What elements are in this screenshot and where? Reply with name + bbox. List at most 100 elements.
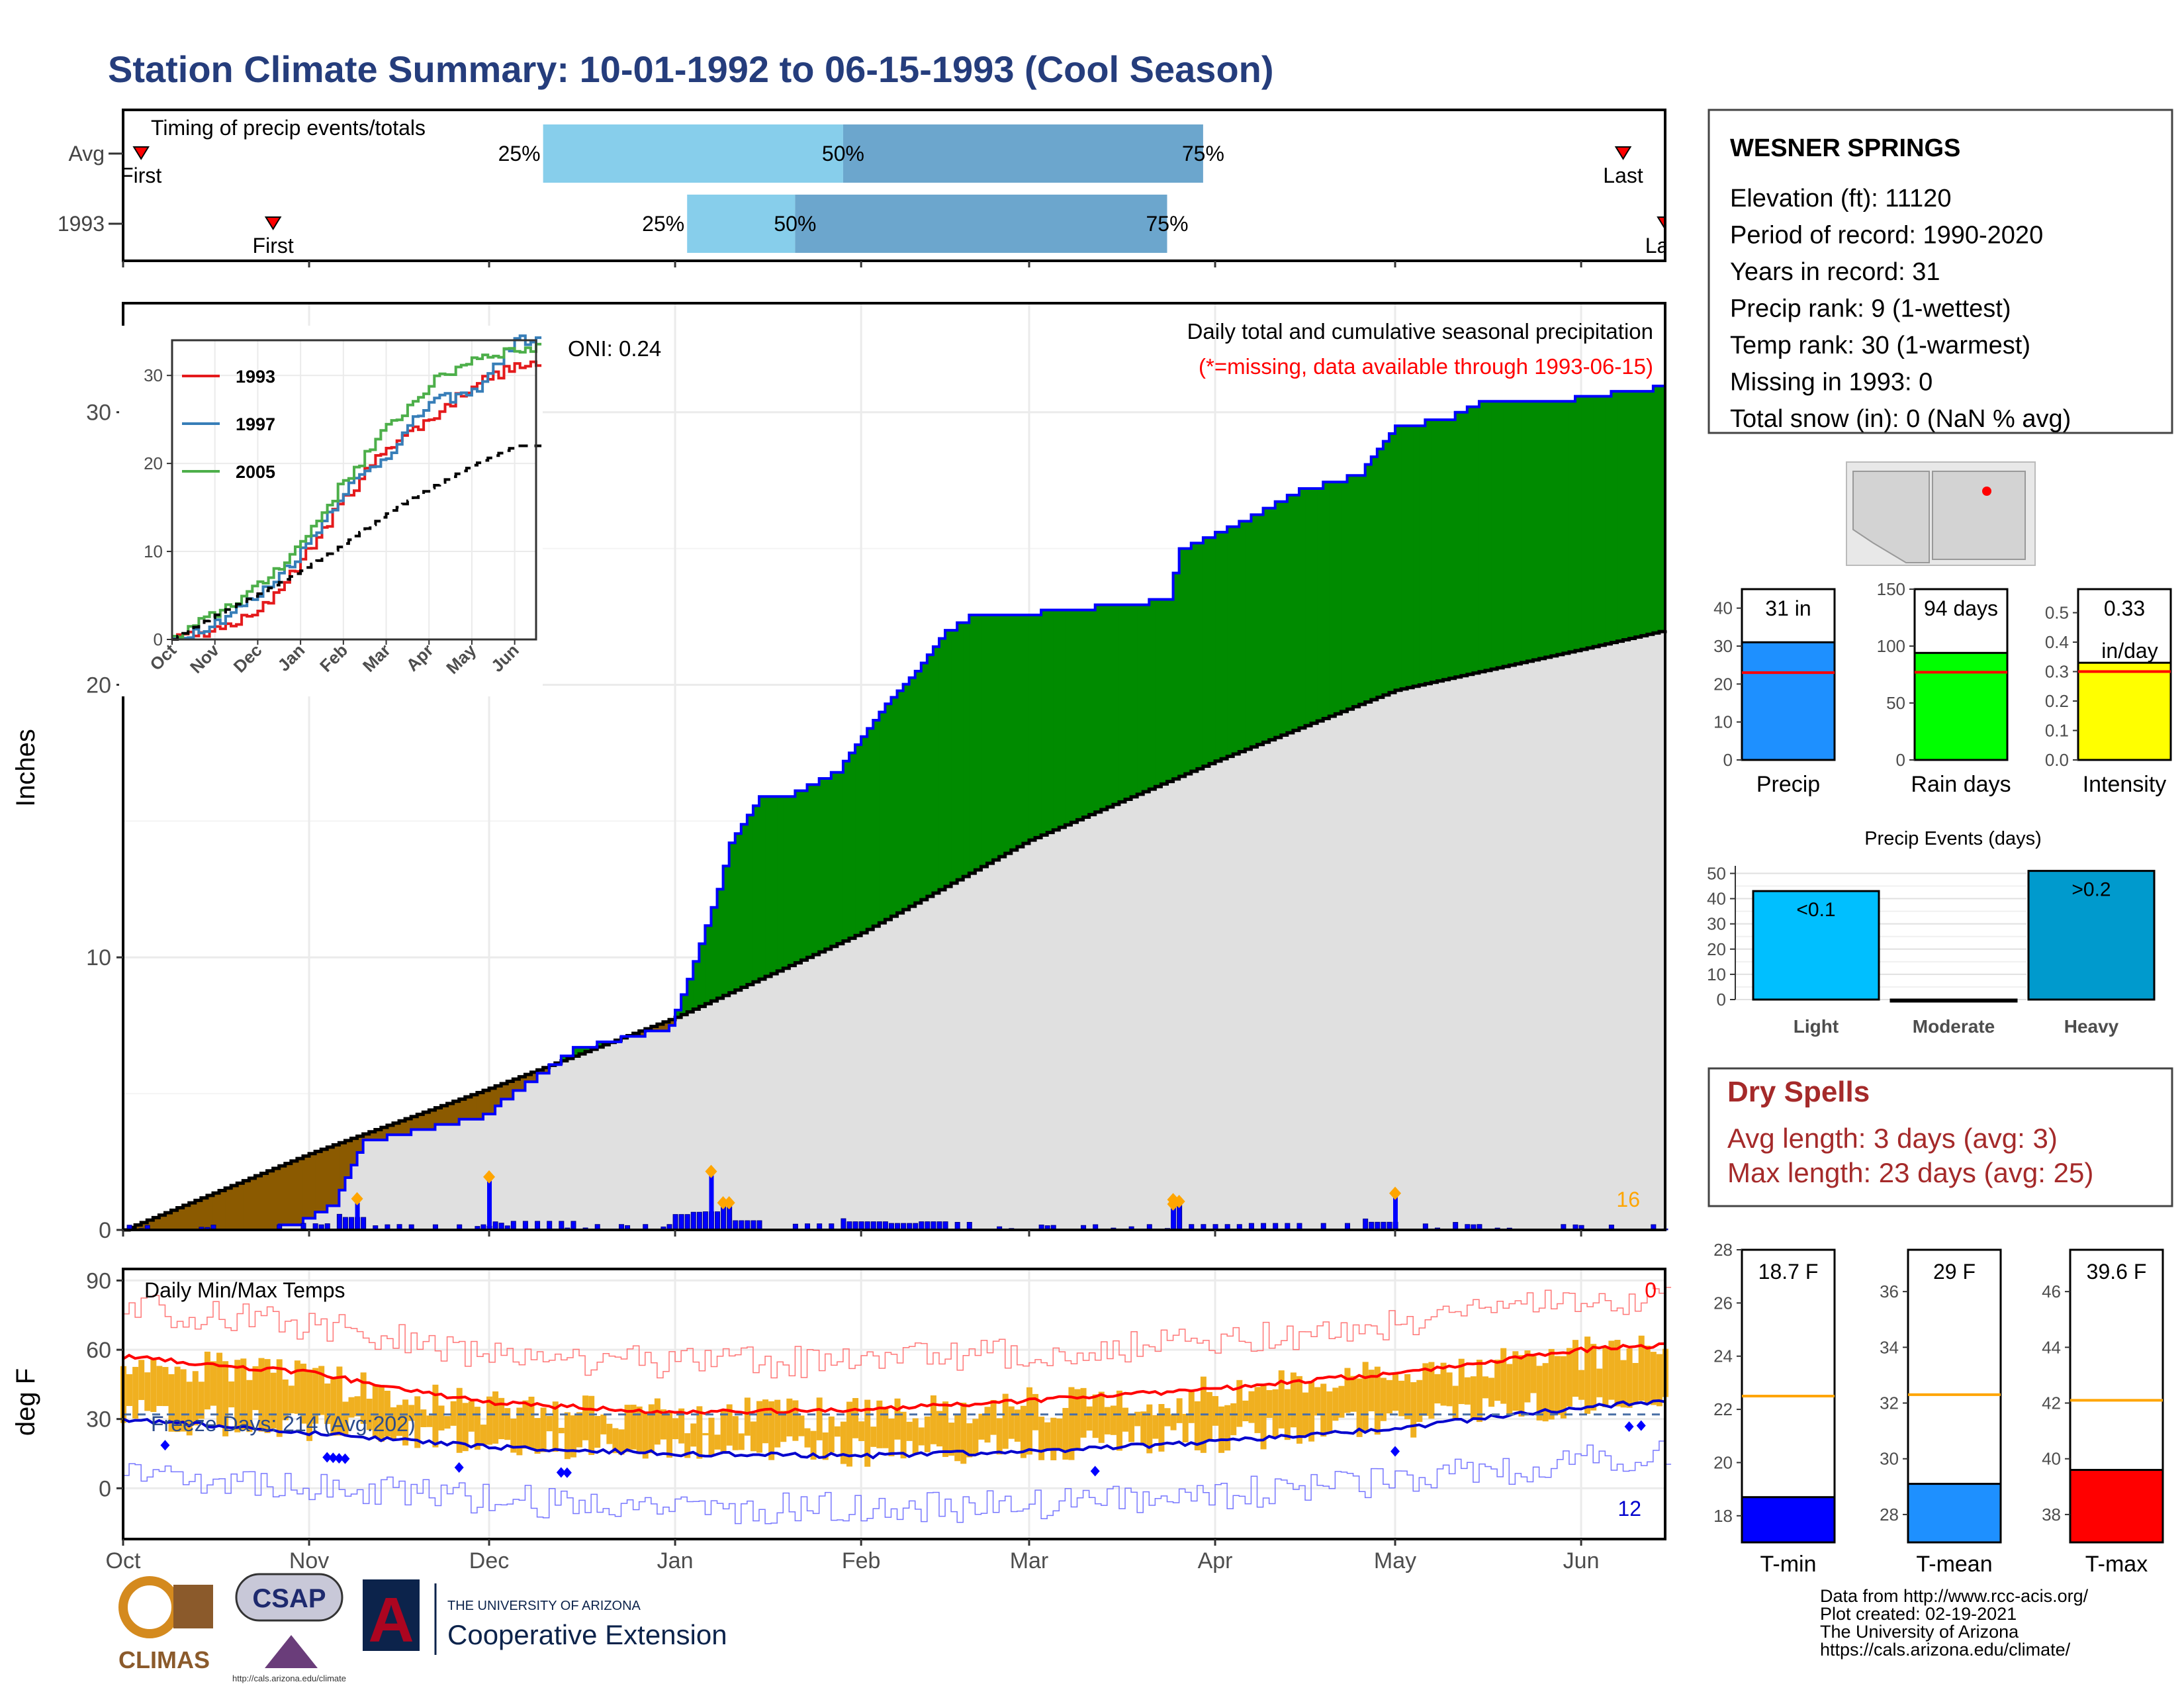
temp-xtick-label: Dec <box>469 1548 509 1573</box>
surplus-area <box>1455 412 1462 677</box>
surplus-area <box>933 646 940 894</box>
daily-temp-range-bar <box>978 1413 985 1440</box>
daily-temp-range-bar <box>1542 1363 1549 1422</box>
daily-temp-range-bar <box>666 1411 673 1458</box>
daily-temp-range-bar <box>414 1396 421 1448</box>
timing-last-label: Last <box>1603 164 1643 187</box>
surplus-area <box>1437 420 1444 681</box>
temp-bar-ytick-label: 24 <box>1713 1346 1733 1366</box>
station-detail-line: Years in record: 31 <box>1730 258 1940 286</box>
surplus-area <box>1083 610 1090 818</box>
temp-bar-value-label: 29 F <box>1933 1260 1976 1284</box>
temp-bar-ytick-label: 26 <box>1713 1293 1733 1313</box>
daily-precip-bar <box>672 1214 678 1231</box>
surplus-area <box>813 784 820 955</box>
daily-temp-range-bar <box>702 1432 709 1436</box>
daily-temp-range-bar <box>828 1416 835 1453</box>
surplus-area <box>938 638 946 890</box>
daily-temp-range-bar <box>240 1358 247 1430</box>
inset-legend-label: 1993 <box>236 367 275 387</box>
mini-bar-ytick-label: 30 <box>1713 636 1733 656</box>
daily-temp-range-bar <box>1140 1411 1147 1446</box>
daily-temp-range-bar <box>1374 1366 1381 1435</box>
deficit-area <box>165 1212 172 1230</box>
deficit-area <box>477 1092 484 1119</box>
inset-frame <box>171 339 537 641</box>
surplus-area <box>1125 604 1132 800</box>
mini-bar-value-label: 31 in <box>1765 596 1811 620</box>
daily-temp-range-bar <box>402 1399 409 1446</box>
freeze-days-label: Freeze Days: 214 (Avg:202) <box>151 1412 416 1436</box>
record-low-marker <box>1636 1420 1646 1431</box>
daily-temp-range-bar <box>330 1377 337 1436</box>
surplus-area <box>1653 386 1660 633</box>
daily-precip-bar <box>1171 1208 1176 1230</box>
surplus-area <box>699 943 706 1007</box>
daily-temp-range-bar <box>366 1398 373 1430</box>
daily-temp-range-bar <box>750 1421 756 1452</box>
station-detail-line: Period of record: 1990-2020 <box>1730 222 2043 250</box>
timing-bar-q25-q50 <box>687 195 796 253</box>
surplus-area <box>1269 508 1276 740</box>
deficit-area <box>201 1197 208 1230</box>
daily-temp-range-bar <box>1608 1340 1615 1400</box>
temp-bar-ytick-label: 20 <box>1713 1452 1733 1472</box>
inset-ytick-label: 30 <box>144 365 163 385</box>
inset-series-line <box>172 444 542 641</box>
deficit-area <box>249 1178 256 1230</box>
deficit-area <box>525 1074 532 1082</box>
daily-temp-range-bar <box>432 1384 439 1448</box>
daily-temp-range-bar <box>1110 1405 1116 1435</box>
daily-precip-bar <box>1393 1197 1398 1230</box>
daily-temp-range-bar <box>294 1360 300 1414</box>
events-ytick-label: 20 <box>1707 939 1726 959</box>
surplus-area <box>1431 420 1438 682</box>
main-ytick-label: 10 <box>86 945 111 970</box>
surplus-area <box>807 784 814 958</box>
surplus-area <box>885 704 892 920</box>
surplus-area <box>1323 482 1330 719</box>
surplus-area <box>1298 489 1306 728</box>
deficit-area <box>206 1195 214 1230</box>
daily-temp-range-bar <box>888 1418 895 1456</box>
surplus-area <box>1287 494 1294 733</box>
surplus-area <box>1035 615 1042 838</box>
surplus-area <box>1545 401 1552 657</box>
surplus-area <box>1575 396 1582 651</box>
daily-temp-range-bar <box>804 1428 811 1448</box>
temp-xtick-label: Apr <box>1198 1548 1233 1573</box>
daily-temp-range-bar <box>216 1352 223 1427</box>
daily-temp-range-bar <box>492 1391 499 1444</box>
events-ytick-label: 40 <box>1707 889 1726 909</box>
surplus-area <box>981 615 988 867</box>
surplus-area <box>1509 401 1516 665</box>
climas-logo-text: CLIMAS <box>118 1646 210 1673</box>
deficit-area <box>285 1163 292 1225</box>
daily-temp-range-bar <box>1656 1354 1662 1407</box>
surplus-area <box>1179 548 1186 776</box>
heavy-event-marker <box>723 1196 735 1209</box>
daily-temp-range-bar <box>1440 1362 1447 1406</box>
daily-temp-range-bar <box>870 1427 877 1447</box>
daily-temp-range-bar <box>1122 1407 1129 1432</box>
temp-bar-ytick-label: 40 <box>2042 1449 2061 1469</box>
surplus-area <box>1449 420 1456 679</box>
daily-temp-range-bar <box>462 1403 469 1452</box>
events-ytick-label: 50 <box>1707 863 1726 883</box>
deficit-area <box>453 1101 460 1125</box>
daily-temp-range-bar <box>732 1416 739 1450</box>
surplus-area <box>1185 548 1192 774</box>
surplus-area <box>1017 615 1024 847</box>
surplus-area <box>579 1047 586 1055</box>
first-event-marker <box>264 216 282 230</box>
daily-temp-range-bar <box>738 1433 745 1450</box>
daily-temp-range-bar <box>630 1405 637 1450</box>
daily-temp-range-bar <box>480 1425 486 1446</box>
surplus-area <box>1221 532 1228 759</box>
surplus-area <box>897 690 904 914</box>
deficit-area <box>417 1114 424 1130</box>
station-location-dot <box>1982 487 1991 496</box>
surplus-area <box>855 745 862 936</box>
surplus-area <box>1599 396 1606 645</box>
